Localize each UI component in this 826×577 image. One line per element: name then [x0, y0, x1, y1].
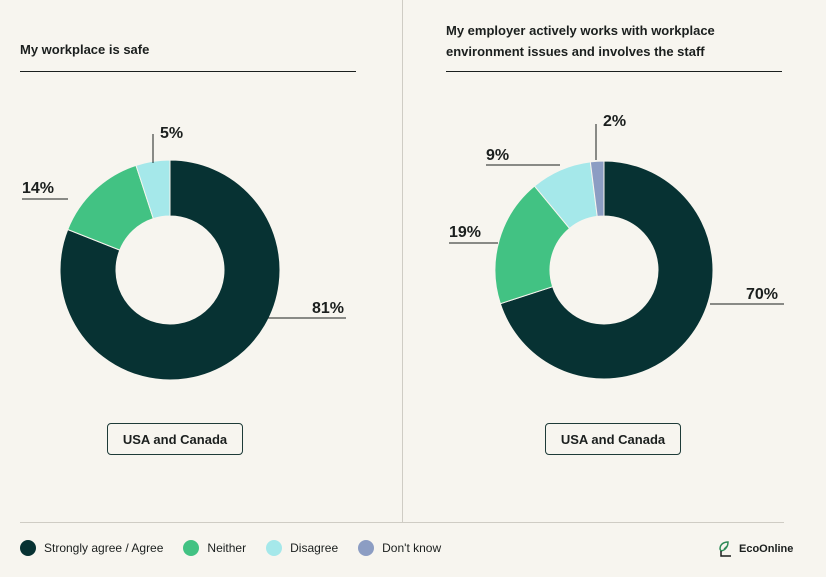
brand-name: EcoOnline [739, 543, 794, 555]
brand-logo: EcoOnline [718, 540, 793, 558]
chart-2-title-rule [446, 71, 782, 72]
chart-1-region-badge: USA and Canada [107, 423, 243, 455]
legend-label: Don't know [382, 541, 442, 555]
legend-label: Disagree [290, 541, 339, 555]
data-label: 70% [746, 286, 778, 303]
donut-slice-disagree [135, 159, 171, 220]
legend-swatch-disagree [266, 540, 283, 556]
data-label: 5% [160, 125, 183, 142]
legend-item-neither: Neither [183, 540, 246, 556]
legend-item-dont-know: Don't know [358, 540, 441, 556]
donut-slice-strongly-agree-agree [59, 159, 281, 381]
legend-item-strongly-agree: Strongly agree / Agree [20, 540, 163, 556]
chart-2-title: My employer actively works with workplac… [446, 20, 715, 62]
panel-divider [402, 0, 403, 522]
legend-swatch-strongly-agree [20, 540, 36, 556]
data-label: 81% [312, 300, 344, 317]
legend-swatch-dont-know [358, 540, 375, 556]
legend-label: Neither [207, 541, 247, 555]
chart-1-title-rule [20, 71, 356, 72]
chart-1-title: My workplace is safe [20, 42, 150, 57]
ecoonline-logo-icon [719, 541, 731, 557]
data-label: 19% [449, 224, 481, 241]
legend-item-disagree: Disagree [266, 540, 338, 556]
legend-label: Strongly agree / Agree [44, 541, 164, 555]
donut-chart-2: 70% 19% 9% 2% [449, 113, 784, 380]
data-label: 2% [603, 113, 626, 130]
chart-2-title-line-2: environment issues and involves the staf… [446, 44, 705, 59]
data-label: 14% [22, 180, 54, 197]
donut-slice-strongly-agree-agree [499, 160, 714, 380]
data-label: 9% [486, 147, 509, 164]
donut-chart-1: 81% 14% 5% [22, 125, 346, 381]
legend: Strongly agree / Agree Neither Disagree … [20, 540, 461, 556]
legend-swatch-neither [183, 540, 200, 556]
donut-slice-don-t-know [589, 160, 605, 217]
legend-divider [20, 522, 784, 523]
chart-2-title-line-1: My employer actively works with workplac… [446, 23, 715, 38]
chart-2-region-badge: USA and Canada [545, 423, 681, 455]
